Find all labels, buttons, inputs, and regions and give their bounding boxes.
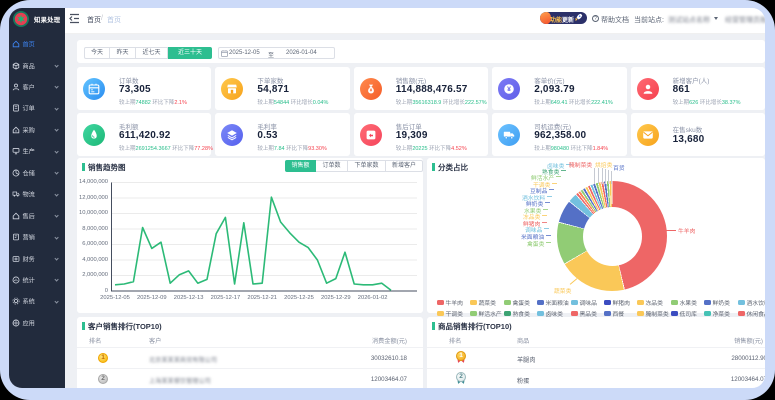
svg-text:¥: ¥: [369, 87, 372, 93]
svg-text:¥: ¥: [507, 86, 511, 93]
